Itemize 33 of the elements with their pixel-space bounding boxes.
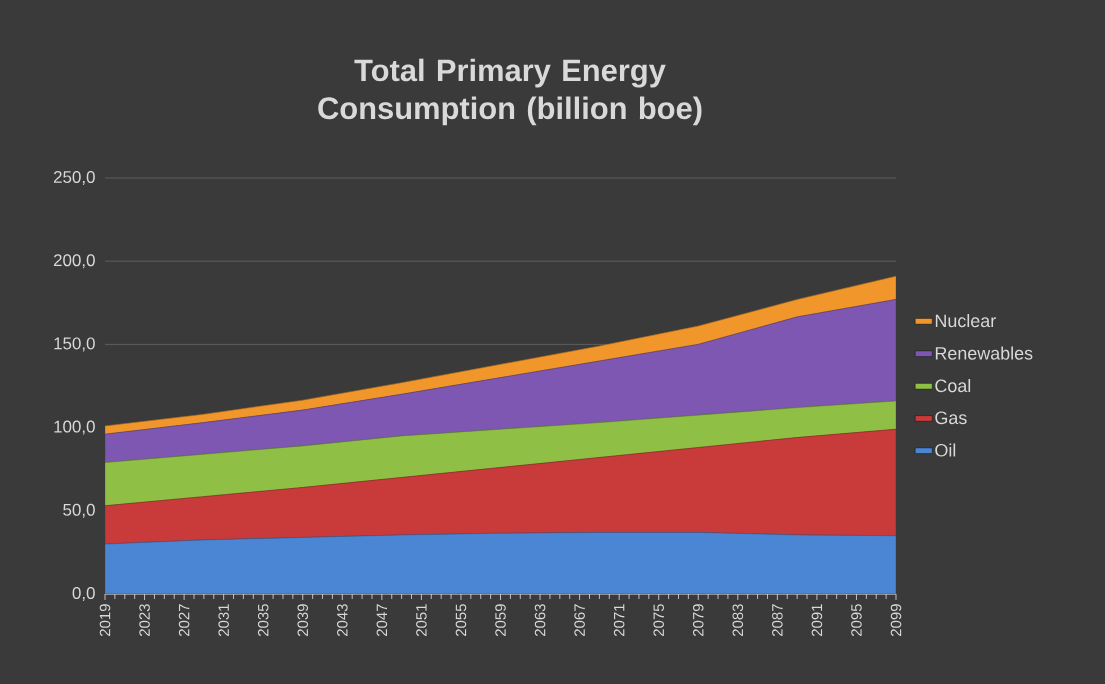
x-tick-label: 2079 (692, 604, 704, 636)
x-tick-label: 2035 (257, 604, 269, 636)
x-tick-label: 2099 (890, 604, 902, 636)
x-tick-label: 2087 (772, 604, 783, 636)
x-tick-label: 2047 (376, 604, 388, 636)
y-tick-label: 50,0 (63, 503, 95, 518)
x-tick-label: 2067 (574, 604, 585, 636)
y-tick-label: 100,0 (54, 420, 95, 435)
x-tick-label: 2023 (139, 604, 150, 636)
legend-label: Renewables (935, 346, 1033, 360)
x-tick-label: 2083 (732, 604, 744, 636)
x-tick-label: 2071 (613, 604, 625, 636)
x-tick-label: 2095 (851, 604, 862, 636)
x-tick-label: 2051 (416, 604, 427, 636)
x-tick-label: 2075 (653, 604, 664, 636)
x-tick-label: 2059 (495, 604, 506, 636)
legend-label: Gas (935, 411, 967, 425)
x-tick-label: 2031 (218, 604, 229, 636)
legend-label: Nuclear (935, 314, 996, 328)
chart-title: Total Primary Energy Consumption (billion boe) (318, 58, 702, 126)
legend-label: Oil (935, 443, 956, 457)
x-tick-label: 2027 (178, 604, 190, 636)
y-tick-label: 0,0 (72, 586, 95, 601)
x-tick-label: 2055 (455, 604, 467, 636)
x-tick-label: 2063 (534, 604, 546, 636)
legend-label: Coal (935, 378, 971, 393)
x-tick-label: 2039 (297, 604, 309, 636)
x-tick-label: 2091 (811, 604, 823, 636)
x-tick-label: 2019 (99, 604, 111, 636)
x-tick-label: 2043 (337, 604, 348, 636)
y-tick-label: 150,0 (54, 337, 95, 352)
y-tick-label: 250,0 (53, 170, 95, 185)
y-tick-label: 200,0 (53, 254, 95, 269)
